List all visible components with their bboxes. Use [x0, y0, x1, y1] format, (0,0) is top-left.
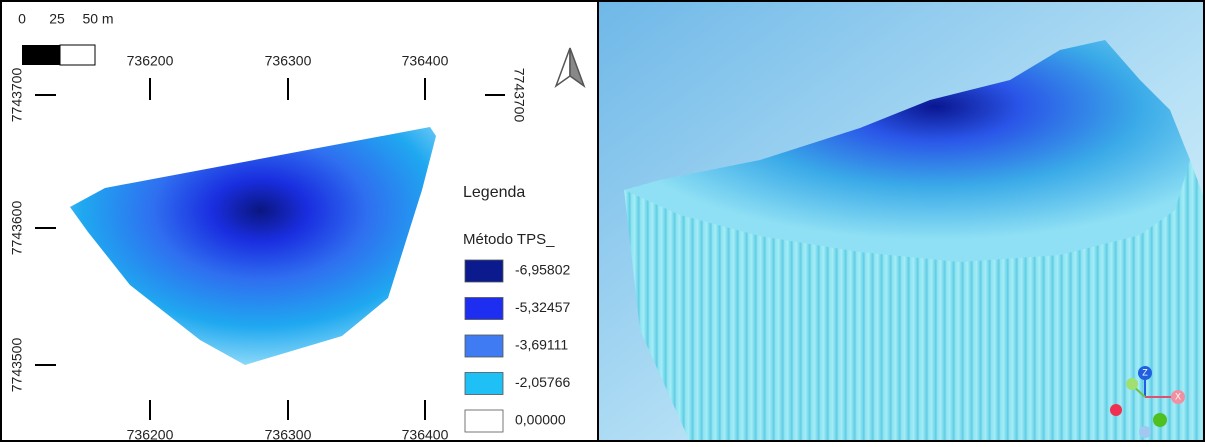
scale-label: 0: [18, 11, 26, 27]
legend-swatch: [465, 298, 503, 320]
scale-label: 50 m: [82, 11, 113, 27]
y-coord: 7743700: [9, 68, 25, 123]
scale-bar: [60, 45, 95, 65]
figure: 0 25 50 m 736200 736300 736400 736200 73…: [0, 0, 1205, 442]
gizmo-label: X: [1175, 391, 1181, 401]
x-coord: 736200: [127, 53, 174, 69]
legend-swatch: [465, 410, 503, 432]
legend-swatch: [465, 373, 503, 395]
legend-swatch: [465, 335, 503, 357]
legend-title: Legenda: [463, 184, 525, 201]
x-coord: 736400: [402, 53, 449, 69]
x-coord: 736400: [402, 427, 449, 442]
x-coord: 736300: [265, 53, 312, 69]
legend-label: 0,00000: [515, 412, 566, 428]
scale-label: 25: [49, 11, 65, 27]
legend-label: -3,69111: [515, 337, 568, 353]
legend-label: -5,32457: [515, 299, 570, 315]
legend-layer: Método TPS_: [463, 231, 555, 248]
y-coord: 7743600: [9, 201, 25, 256]
x-coord: 736200: [127, 427, 174, 442]
gizmo-label: Z: [1142, 367, 1148, 377]
x-coord: 736300: [265, 427, 312, 442]
scale-bar: [22, 45, 60, 65]
y-coord: 7743500: [9, 338, 25, 393]
legend-swatch: [465, 260, 503, 282]
legend-label: -6,95802: [515, 262, 570, 278]
y-coord: 7743700: [511, 68, 527, 123]
legend-label: -2,05766: [515, 374, 570, 390]
